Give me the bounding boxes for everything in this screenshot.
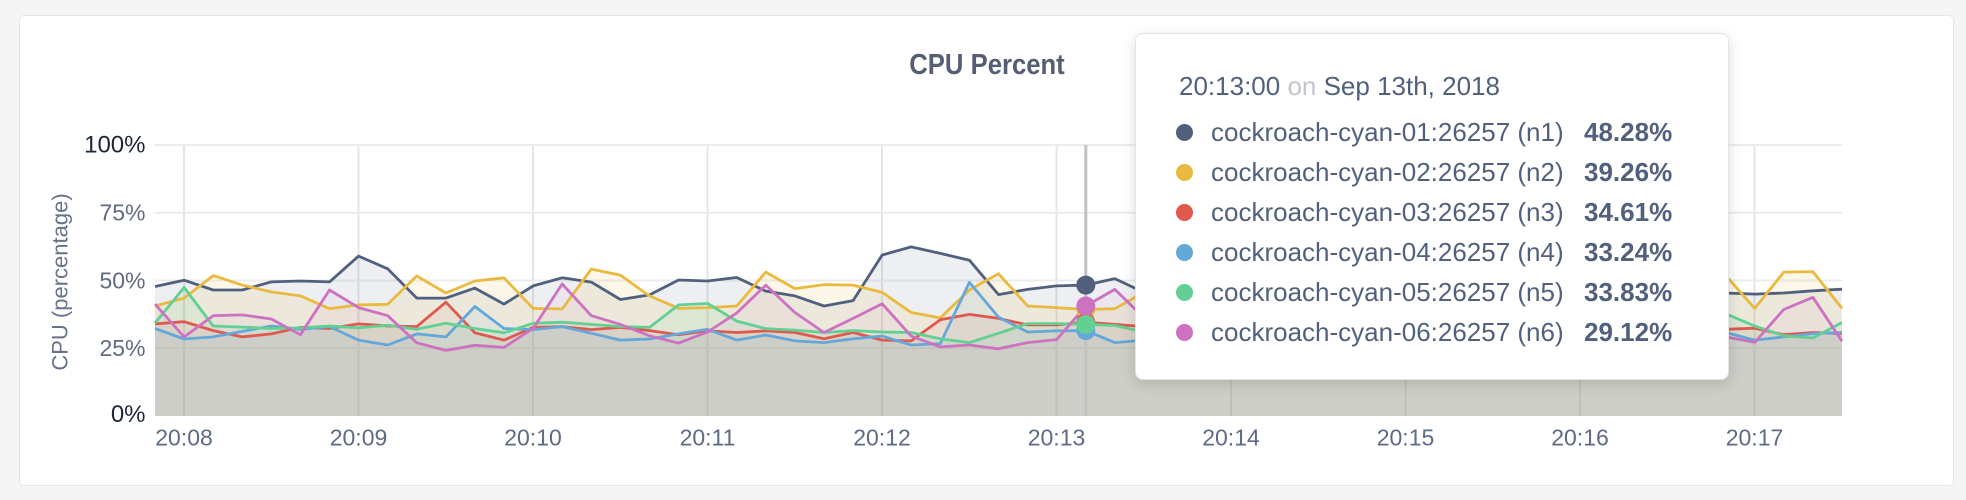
svg-text:20:15: 20:15	[1377, 425, 1435, 451]
svg-text:75%: 75%	[99, 200, 145, 226]
svg-text:100%: 100%	[84, 132, 145, 159]
svg-text:CPU (percentage): CPU (percentage)	[48, 193, 73, 370]
svg-text:20:10: 20:10	[504, 425, 562, 451]
svg-text:20:14: 20:14	[1202, 425, 1260, 451]
svg-text:50%: 50%	[99, 268, 145, 294]
svg-text:25%: 25%	[99, 335, 145, 361]
svg-text:0%: 0%	[111, 401, 146, 428]
svg-text:20:11: 20:11	[680, 425, 736, 451]
svg-text:20:13: 20:13	[1028, 425, 1086, 451]
svg-text:20:08: 20:08	[155, 425, 213, 451]
svg-text:20:17: 20:17	[1726, 425, 1784, 451]
svg-text:20:12: 20:12	[853, 425, 911, 451]
svg-text:20:16: 20:16	[1551, 425, 1609, 451]
svg-text:20:09: 20:09	[330, 425, 388, 451]
